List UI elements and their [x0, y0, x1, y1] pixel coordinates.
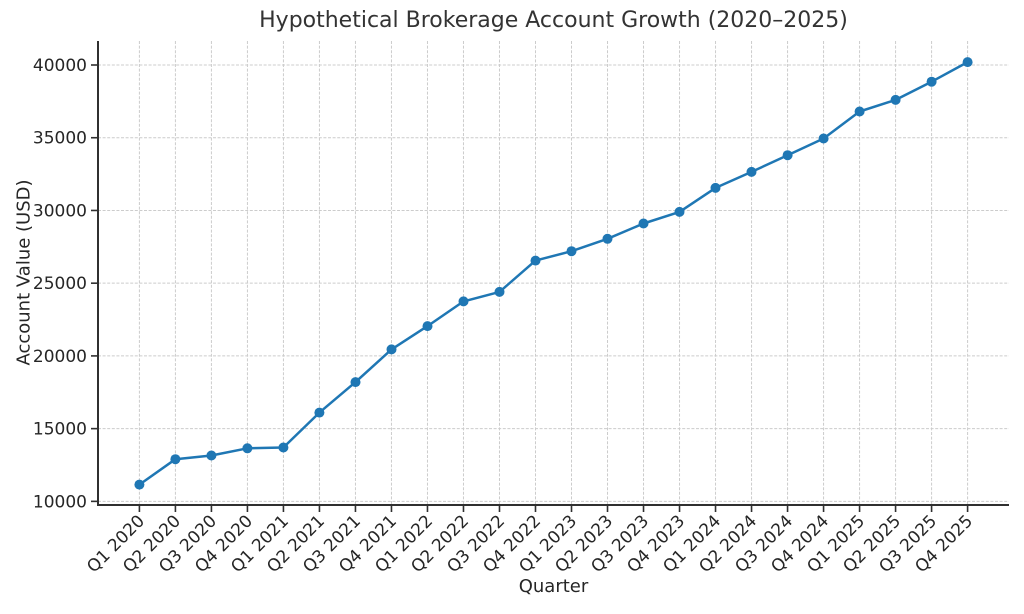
y-tick-label: 10000: [33, 492, 87, 512]
y-tick-label: 40000: [33, 56, 87, 76]
data-point-marker: [926, 76, 937, 87]
data-point-marker: [422, 321, 433, 332]
data-point-marker: [458, 296, 469, 307]
data-point-marker: [818, 133, 829, 144]
x-axis-label: Quarter: [518, 576, 589, 597]
data-point-marker: [314, 407, 325, 418]
y-tick-label: 15000: [33, 420, 87, 440]
y-tick-label: 35000: [33, 129, 87, 149]
chart-title: Hypothetical Brokerage Account Growth (2…: [259, 8, 848, 33]
data-point-marker: [242, 443, 253, 454]
data-point-marker: [530, 255, 541, 266]
data-point-marker: [566, 246, 577, 257]
y-tick-label: 30000: [33, 201, 87, 221]
series-line: [138, 60, 969, 486]
data-point-marker: [782, 150, 793, 161]
data-point-marker: [350, 377, 361, 388]
y-tick-label: 25000: [33, 274, 87, 294]
data-point-marker: [206, 450, 217, 461]
data-point-marker: [170, 454, 181, 465]
y-tick-label: 20000: [33, 347, 87, 367]
data-point-marker: [278, 442, 289, 453]
data-point-marker: [854, 106, 865, 117]
data-point-marker: [134, 479, 145, 490]
data-point-marker: [746, 166, 757, 177]
data-point-marker: [494, 286, 505, 297]
data-point-marker: [890, 94, 901, 105]
data-point-marker: [386, 344, 397, 355]
data-point-marker: [710, 182, 721, 193]
data-point-marker: [674, 206, 685, 217]
data-point-marker: [962, 57, 973, 68]
data-point-marker: [602, 233, 613, 244]
data-point-marker: [638, 218, 649, 229]
